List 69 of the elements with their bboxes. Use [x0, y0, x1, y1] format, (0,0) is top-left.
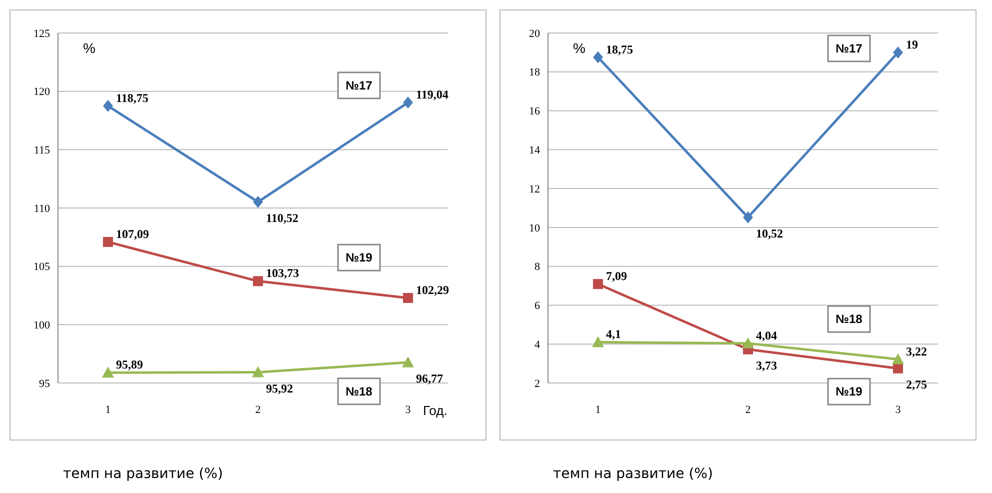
data-label: 18,75 [606, 42, 633, 56]
point [253, 196, 263, 208]
data-label: 4,04 [756, 328, 777, 342]
point [102, 366, 114, 378]
point [893, 46, 903, 58]
y-tick-label: 18 [529, 66, 540, 79]
data-label: 95,92 [266, 381, 293, 396]
data-label: 95,89 [116, 358, 143, 372]
data-label: 2,75 [906, 377, 927, 392]
text: темп на развитие (%) [63, 466, 223, 482]
y-tick-label: 8 [534, 261, 540, 274]
x-tick-label: 3 [895, 404, 902, 416]
y-tick-label: 16 [529, 106, 540, 118]
point [252, 366, 264, 378]
y-tick-label: 10 [529, 222, 540, 234]
point [892, 353, 904, 364]
x-tick-label: 2 [255, 404, 261, 416]
point [103, 236, 113, 247]
y-tick-label: 115 [34, 144, 50, 157]
y-axis-title: % [83, 40, 96, 56]
point [893, 363, 903, 374]
text: темп на развитие (%) [553, 466, 713, 482]
point [402, 356, 414, 368]
point [103, 100, 113, 112]
series-label: №19 [836, 384, 863, 399]
data-label: 103,73 [266, 266, 299, 280]
point [593, 279, 603, 290]
point [403, 292, 413, 303]
data-label: 3,73 [756, 358, 777, 372]
text: №17 [836, 41, 863, 56]
series-label: №18 [346, 384, 373, 398]
text: №17 [346, 78, 373, 92]
x-axis-title: Год. [423, 403, 448, 418]
data-label: 19 [906, 37, 918, 52]
text: №18 [836, 312, 863, 326]
y-tick-label: 110 [34, 202, 50, 215]
x-tick-label: 3 [405, 404, 412, 416]
y-tick-label: 4 [534, 338, 540, 351]
data-label: 102,29 [416, 282, 449, 297]
point [592, 336, 604, 348]
y-tick-label: 120 [34, 86, 50, 98]
point [253, 276, 263, 286]
x-tick-label: 2 [745, 404, 751, 416]
y-axis-title: % [573, 40, 586, 56]
y-tick-label: 20 [529, 28, 540, 40]
data-label: 119,04 [416, 88, 448, 102]
y-tick-label: 14 [529, 144, 540, 157]
text: №19 [346, 250, 373, 265]
y-tick-label: 100 [34, 320, 50, 332]
y-tick-label: 125 [34, 28, 50, 40]
x-tick-label: 1 [595, 404, 601, 416]
point [403, 96, 413, 109]
y-tick-label: 105 [34, 261, 50, 274]
y-tick-label: 95 [39, 378, 50, 390]
y-tick-label: 6 [534, 300, 540, 312]
y-tick-label: 12 [529, 183, 540, 196]
data-label: 7,09 [606, 269, 627, 284]
data-label: 118,75 [116, 90, 148, 105]
data-label: 107,09 [116, 226, 149, 241]
point [593, 51, 603, 64]
y-tick-label: 2 [534, 378, 540, 390]
data-label: 10,52 [756, 226, 783, 240]
point [743, 211, 753, 224]
x-tick-label: 1 [105, 404, 111, 416]
point [742, 337, 754, 348]
data-label: 110,52 [266, 210, 298, 225]
data-label: 96,77 [416, 371, 443, 386]
data-label: 3,22 [906, 344, 927, 358]
data-label: 4,1 [606, 327, 621, 342]
